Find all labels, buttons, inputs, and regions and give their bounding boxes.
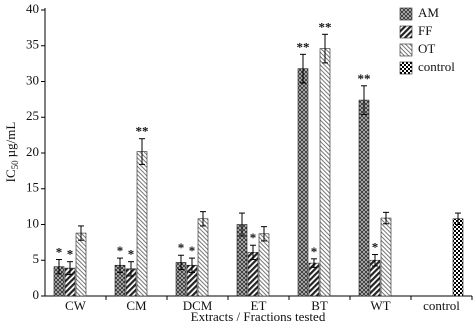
legend-label: FF <box>418 23 432 38</box>
legend-label: AM <box>418 5 439 20</box>
bar <box>319 48 331 297</box>
significance-label: ** <box>319 19 332 34</box>
significance-label: ** <box>358 71 371 86</box>
legend-swatch <box>399 7 413 21</box>
significance-label: * <box>372 240 379 255</box>
x-tick-label: WT <box>370 298 390 313</box>
legend-swatch <box>399 25 413 39</box>
y-tick-label: 35 <box>26 37 39 52</box>
legend-label: OT <box>418 41 435 56</box>
y-label-main: IC <box>3 169 18 182</box>
bar <box>258 233 270 297</box>
bar <box>297 68 309 297</box>
significance-label: * <box>250 230 257 245</box>
significance-label: * <box>128 247 135 262</box>
y-tick-label: 25 <box>26 108 39 123</box>
bar <box>380 217 392 297</box>
y-tick-label: 20 <box>26 144 39 159</box>
y-axis-title: IC50 µg/mL <box>3 122 20 183</box>
x-tick-label: BT <box>311 298 328 313</box>
significance-label: ** <box>136 124 149 139</box>
bar <box>197 218 209 297</box>
bar <box>75 232 87 297</box>
x-tick-label: control <box>423 298 460 313</box>
y-tick-label: 10 <box>26 215 39 230</box>
bar <box>136 151 148 297</box>
bar <box>308 262 320 297</box>
x-tick-label: DCM <box>183 298 213 313</box>
significance-label: * <box>311 244 318 259</box>
significance-label: * <box>117 243 124 258</box>
legend-label: control <box>418 59 455 74</box>
y-label-sub: 50 <box>10 160 20 170</box>
x-tick-label: CM <box>126 298 147 313</box>
y-tick-label: 5 <box>33 251 40 266</box>
legend-swatch <box>399 43 413 57</box>
significance-label: * <box>56 245 63 260</box>
x-axis-title: Extracts / Fractions tested <box>191 309 326 324</box>
legend-swatch <box>399 61 413 75</box>
x-tick-label: ET <box>251 298 267 313</box>
significance-label: ** <box>297 39 310 54</box>
significance-label: * <box>67 247 74 262</box>
y-tick-label: 0 <box>33 287 40 302</box>
y-label-unit: µg/mL <box>3 122 18 158</box>
y-tick-label: 15 <box>26 180 39 195</box>
bar <box>358 99 370 297</box>
significance-label: * <box>178 240 185 255</box>
y-tick-label: 40 <box>26 1 39 16</box>
significance-label: * <box>189 243 196 258</box>
bar <box>452 218 464 297</box>
y-tick-label: 30 <box>26 72 39 87</box>
x-tick-label: CW <box>65 298 87 313</box>
